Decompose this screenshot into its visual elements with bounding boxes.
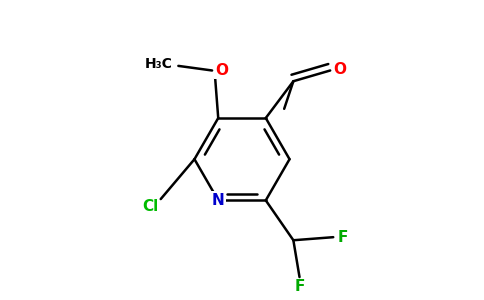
Text: F: F bbox=[294, 279, 305, 294]
Text: N: N bbox=[212, 193, 225, 208]
Text: O: O bbox=[333, 62, 347, 77]
Text: O: O bbox=[215, 63, 228, 78]
Text: H₃C: H₃C bbox=[144, 57, 172, 71]
Text: Cl: Cl bbox=[142, 199, 158, 214]
Text: F: F bbox=[338, 230, 348, 245]
